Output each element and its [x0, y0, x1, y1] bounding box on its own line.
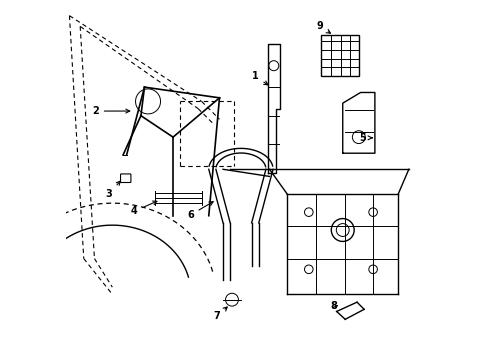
Text: 9: 9	[316, 21, 330, 33]
Text: 2: 2	[92, 106, 129, 116]
Text: 1: 1	[251, 71, 267, 85]
Bar	[321, 35, 358, 76]
Text: 8: 8	[330, 301, 337, 311]
Text: 7: 7	[213, 307, 227, 321]
Text: 6: 6	[186, 202, 213, 220]
Text: 3: 3	[105, 181, 120, 199]
Text: 5: 5	[359, 133, 371, 143]
Text: 4: 4	[130, 201, 157, 216]
FancyBboxPatch shape	[121, 174, 131, 183]
